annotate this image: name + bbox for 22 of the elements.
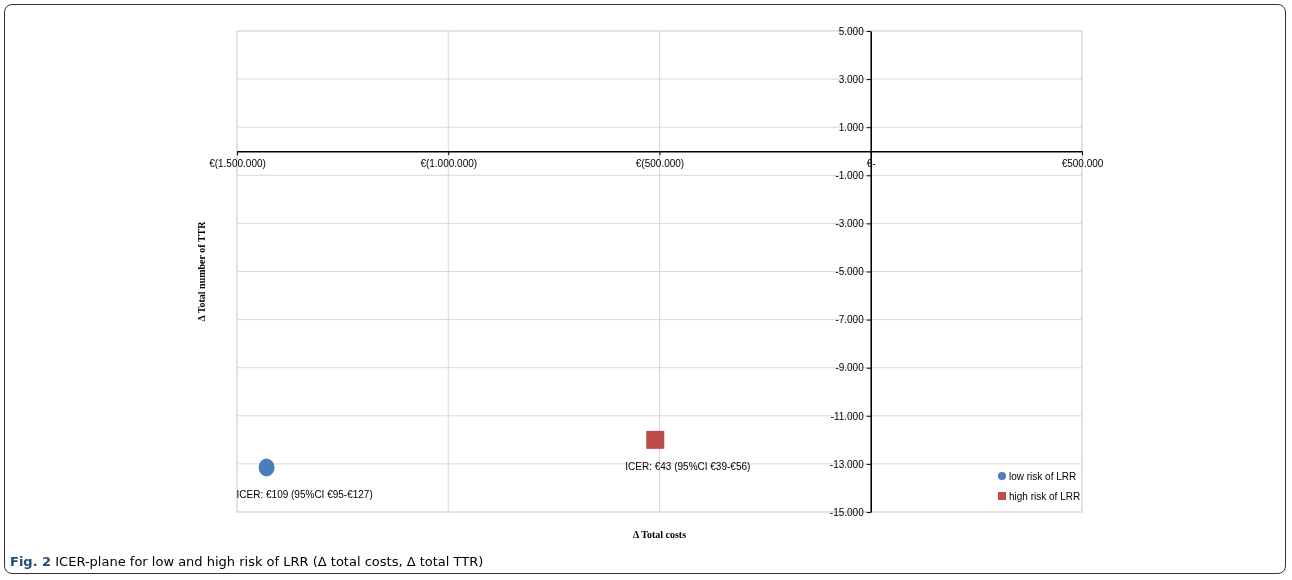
y-tick-label: 5.000 [838, 25, 865, 37]
annotation: ICER: €109 (95%CI €95-€127) [236, 488, 373, 500]
y-tick-label: -9.000 [835, 362, 865, 374]
y-tick-label: -3.000 [835, 218, 865, 230]
x-axis-title: Δ Total costs [632, 529, 687, 540]
y-tick-label: -5.000 [835, 266, 865, 278]
y-tick-label: 3.000 [838, 73, 865, 85]
x-tick-label: €(1.500.000) [209, 158, 266, 170]
y-tick-label: -11.000 [830, 410, 865, 422]
legend-label: high risk of LRR [1009, 490, 1081, 502]
x-tick-label: €(1.000.000) [420, 158, 478, 170]
x-tick-label: €500.000 [1061, 158, 1104, 170]
y-tick-label: -1.000 [835, 170, 865, 181]
y-tick-label: -15.000 [829, 506, 865, 518]
y-tick-label: 1.000 [838, 121, 865, 133]
text: Fig. 2 ICER-plane for low and high risk of LRR (Δ total costs, Δ total TTR) [10, 554, 484, 569]
y-tick-label: -13.000 [829, 458, 865, 470]
y-axis-title: Δ Total number of TTR [196, 220, 207, 322]
legend-label: low risk of LRR [1009, 470, 1077, 482]
x-tick-label: €(500.000) [635, 158, 685, 170]
y-tick-label: -7.000 [835, 314, 865, 326]
annotation: ICER: €43 (95%CI €39-€56) [625, 460, 751, 472]
